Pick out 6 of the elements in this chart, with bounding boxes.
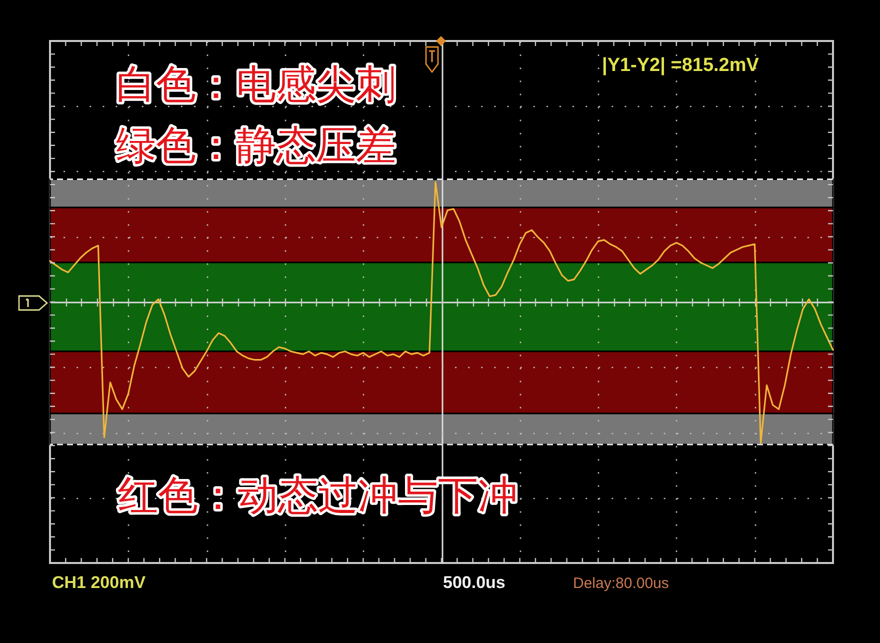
text: |Y1-Y2| =815.2mV bbox=[602, 55, 760, 76]
text: 绿色：静态压差 bbox=[116, 123, 396, 169]
text: 白色：电感尖刺 bbox=[116, 62, 396, 108]
text: Delay:80.00us bbox=[573, 575, 669, 592]
text: 500.0us bbox=[443, 573, 506, 592]
text: CH1 200mV bbox=[52, 573, 146, 592]
